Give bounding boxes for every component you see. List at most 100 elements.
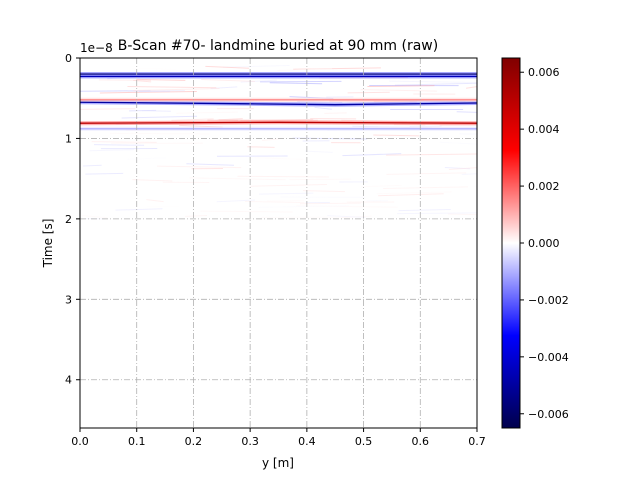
clutter-streak xyxy=(171,118,214,121)
clutter-streak xyxy=(245,200,305,204)
clutter-streak xyxy=(367,85,435,88)
clutter-streak xyxy=(376,191,453,195)
x-tick-label: 0.7 xyxy=(468,435,486,448)
clutter-streak xyxy=(277,68,333,71)
clutter-streak xyxy=(115,208,163,211)
y-tick-label: 3 xyxy=(65,293,72,306)
clutter-streak xyxy=(121,115,198,119)
clutter-streak xyxy=(109,132,210,135)
colorbar-tick-label: 0.000 xyxy=(528,237,560,250)
clutter-streak xyxy=(91,141,157,143)
clutter-streak xyxy=(133,79,152,83)
clutter-streak xyxy=(99,90,197,94)
reflection-lines xyxy=(80,72,477,131)
clutter-streak xyxy=(394,82,477,86)
clutter-streak xyxy=(85,172,124,175)
clutter-streak xyxy=(189,177,286,181)
x-axis-ticks: 0.0 0.1 0.2 0.3 0.4 0.5 0.6 0.7 xyxy=(71,428,486,448)
clutter-streak xyxy=(127,86,217,89)
clutter-streak xyxy=(186,163,234,166)
clutter-streak xyxy=(250,184,327,187)
clutter-streak xyxy=(83,164,102,167)
clutter-streak xyxy=(80,108,136,110)
plot-frame xyxy=(79,57,478,429)
x-tick-label: 0.4 xyxy=(298,435,316,448)
clutter-streak xyxy=(389,80,477,83)
x-tick-label: 0.3 xyxy=(241,435,259,448)
colorbar-tick-label: 0.002 xyxy=(528,180,560,193)
clutter-streak xyxy=(314,106,332,110)
y-axis-ticks: 0 1 2 3 4 xyxy=(65,52,80,387)
clutter-streak xyxy=(258,205,350,208)
clutter-streak xyxy=(324,112,347,114)
clutter-streak xyxy=(447,213,477,216)
chart-title: B-Scan #70- landmine buried at 90 mm (ra… xyxy=(118,38,438,54)
clutter-streak xyxy=(98,79,152,81)
clutter-streak xyxy=(305,150,333,153)
y-tick-label: 2 xyxy=(65,213,72,226)
grid-lines xyxy=(80,58,477,428)
clutter-streak xyxy=(127,157,166,160)
x-tick-label: 0.2 xyxy=(185,435,203,448)
clutter-streak xyxy=(133,88,220,92)
clutter-streak xyxy=(240,79,277,83)
clutter-streak xyxy=(461,173,477,175)
clutter-streak xyxy=(132,179,173,182)
y-axis-label: Time [s] xyxy=(41,219,55,269)
x-tick-label: 0.0 xyxy=(71,435,89,448)
clutter-streak xyxy=(185,214,208,217)
clutter-streak xyxy=(456,111,477,113)
clutter-streak xyxy=(131,67,177,70)
clutter-streak xyxy=(254,157,304,160)
y-offset-label: 1e−8 xyxy=(80,41,113,55)
reflection-line xyxy=(80,121,477,124)
clutter-streak xyxy=(261,138,280,141)
clutter-streak xyxy=(386,153,477,156)
x-tick-label: 0.5 xyxy=(355,435,373,448)
clutter-streak xyxy=(342,153,402,157)
clutter-streak xyxy=(216,199,255,203)
clutter-streak xyxy=(200,210,293,213)
clutter-streak xyxy=(269,82,323,85)
clutter-streak xyxy=(448,167,477,170)
x-axis-label: y [m] xyxy=(262,456,294,470)
clutter-streak xyxy=(176,111,238,114)
clutter-streak xyxy=(247,146,275,148)
clutter-streak xyxy=(360,89,438,92)
clutter-streak xyxy=(136,78,186,81)
clutter-streak xyxy=(201,79,256,82)
clutter-streak xyxy=(240,118,314,122)
y-tick-label: 1 xyxy=(65,132,72,145)
colorbar-tick-label: −0.004 xyxy=(528,351,569,364)
clutter-streak xyxy=(386,172,467,175)
clutter-streak xyxy=(222,64,290,68)
clutter-streak xyxy=(205,65,250,69)
y-tick-label: 4 xyxy=(65,374,72,387)
clutter-streak xyxy=(157,165,242,169)
colorbar xyxy=(501,57,521,429)
clutter-streak xyxy=(93,144,145,146)
clutter-streak xyxy=(82,215,108,219)
clutter-streak xyxy=(302,190,346,193)
y-tick-label: 0 xyxy=(65,52,72,65)
clutter-streak xyxy=(141,110,171,112)
clutter-streak xyxy=(327,215,366,218)
plot-area xyxy=(80,58,477,428)
clutter-streak xyxy=(378,193,444,197)
colorbar-tick-label: 0.006 xyxy=(528,66,560,79)
reflection-line xyxy=(80,101,477,106)
colorbar-tick-label: −0.002 xyxy=(528,294,569,307)
clutter-streak xyxy=(397,212,477,215)
clutter-streak xyxy=(360,184,402,188)
clutter-streak xyxy=(465,86,477,89)
x-tick-label: 0.6 xyxy=(412,435,430,448)
clutter-streak xyxy=(398,208,451,212)
clutter-streak xyxy=(89,149,135,152)
colorbar-tick-label: 0.004 xyxy=(528,123,560,136)
colorbar-tick-label: −0.006 xyxy=(528,408,569,421)
clutter-streak xyxy=(373,134,420,137)
clutter-streak xyxy=(100,139,142,143)
clutter-streak xyxy=(258,192,314,195)
clutter-streak xyxy=(146,199,164,203)
